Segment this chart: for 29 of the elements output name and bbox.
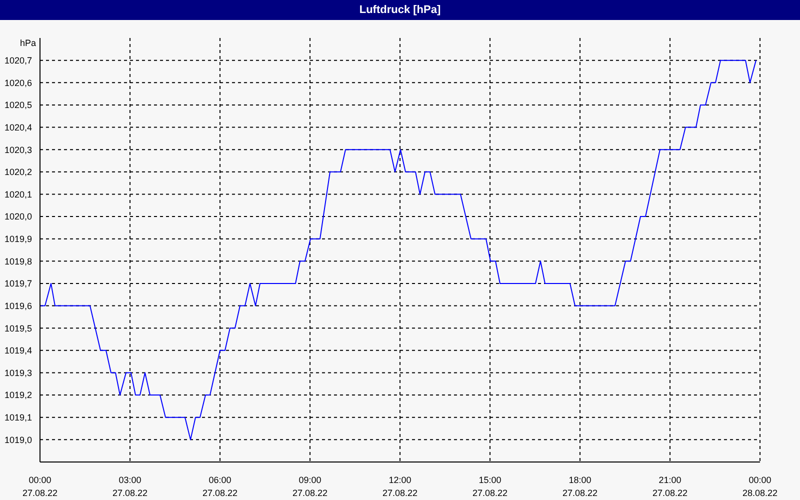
- x-tick-label: 00:00 27.08.22: [22, 475, 58, 498]
- chart-title: Luftdruck [hPa]: [0, 0, 800, 20]
- y-tick-label: 1019,3: [4, 368, 32, 378]
- y-tick-label: 1019,1: [4, 412, 32, 423]
- y-tick-label: 1019,9: [4, 234, 32, 244]
- x-tick-label: 00:00 28.08.22: [742, 475, 778, 498]
- x-tick-label: 12:00 27.08.22: [382, 475, 418, 498]
- y-tick-label: 1019,6: [4, 300, 32, 311]
- x-tick-label: 21:00 27.08.22: [652, 475, 688, 498]
- y-tick-label: 1020,6: [4, 78, 32, 88]
- y-tick-label: 1020,5: [4, 100, 32, 110]
- y-tick-label: 1019,0: [4, 434, 32, 445]
- y-tick-label: 1019,4: [4, 346, 32, 356]
- y-tick-label: 1020,7: [4, 56, 32, 66]
- y-axis-title: hPa: [20, 38, 36, 48]
- x-tick-label: 03:00 27.08.22: [112, 475, 148, 498]
- y-tick-label: 1019,7: [4, 278, 32, 289]
- y-tick-label: 1020,2: [4, 167, 32, 178]
- y-tick-label: 1020,0: [4, 212, 32, 222]
- x-tick-label: 15:00 27.08.22: [472, 475, 508, 498]
- x-tick-label: 06:00 27.08.22: [202, 475, 238, 498]
- y-tick-label: 1019,8: [4, 256, 32, 266]
- x-tick-label: 18:00 27.08.22: [562, 475, 598, 498]
- y-tick-label: 1020,3: [4, 144, 32, 155]
- y-tick-label: 1019,2: [4, 390, 32, 400]
- y-tick-label: 1020,1: [4, 189, 32, 200]
- y-tick-label: 1019,5: [4, 323, 32, 334]
- y-tick-label: 1020,4: [4, 122, 32, 132]
- x-tick-label: 09:00 27.08.22: [292, 475, 328, 498]
